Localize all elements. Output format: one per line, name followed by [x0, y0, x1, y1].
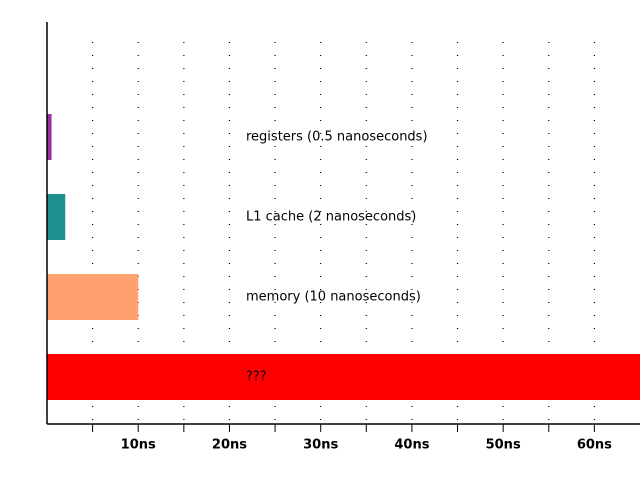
x-tick-label: 10ns: [121, 438, 156, 453]
bar: [47, 194, 66, 240]
category-label: L1 cache (2 nanoseconds): [246, 210, 416, 225]
category-label: registers (0.5 nanoseconds): [246, 130, 428, 145]
bar: [47, 114, 52, 160]
x-tick-label: 60ns: [577, 438, 612, 453]
category-label: ???: [246, 370, 267, 385]
x-tick-label: 50ns: [486, 438, 521, 453]
category-label: memory (10 nanoseconds): [246, 290, 421, 305]
x-tick-label: 20ns: [212, 438, 247, 453]
bar: [47, 354, 640, 400]
x-tick-label: 30ns: [303, 438, 338, 453]
x-tick-label: 40ns: [394, 438, 429, 453]
bar: [47, 274, 139, 320]
